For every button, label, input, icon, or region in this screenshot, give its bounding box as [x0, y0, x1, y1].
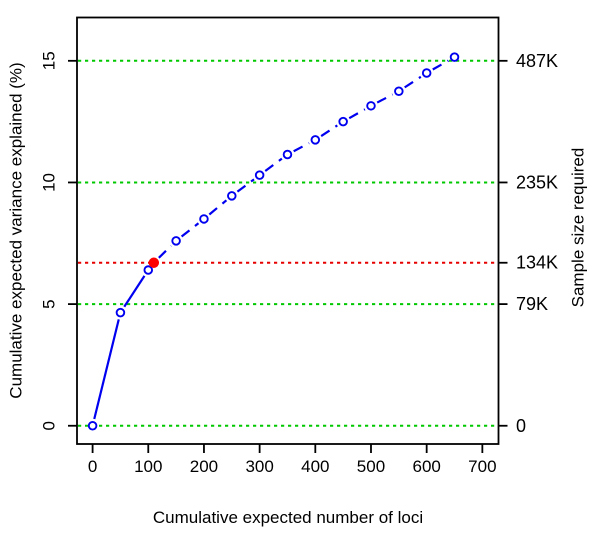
data-point-marker — [87, 421, 98, 431]
data-point-marker — [338, 116, 348, 127]
series-segment-dashed — [348, 108, 366, 120]
y-tick-label-left: 10 — [40, 173, 59, 192]
data-point-marker — [199, 214, 209, 224]
series-segment-dashed — [404, 75, 422, 89]
series-segment-dashed — [158, 244, 172, 259]
x-tick-label: 500 — [357, 457, 385, 476]
series-segment-dashed — [180, 222, 200, 238]
x-tick-label: 400 — [301, 457, 329, 476]
series-segment-solid — [93, 319, 120, 420]
x-tick-label: 200 — [190, 457, 218, 476]
series-segment-dashed — [208, 199, 228, 216]
series-segment-dashed — [264, 157, 283, 172]
series-segment-solid — [123, 275, 146, 308]
x-tick-label: 100 — [134, 457, 162, 476]
y-tick-label-left: 15 — [40, 51, 59, 70]
data-point-marker — [366, 101, 376, 111]
y-tick-label-left: 5 — [40, 299, 59, 308]
right-axis-title: Sample size required — [568, 147, 588, 308]
highlight-point — [148, 257, 160, 268]
data-point-marker — [310, 135, 321, 145]
series-segment-dashed — [293, 142, 310, 153]
y-tick-label-left: 0 — [40, 421, 59, 430]
series-segment-dashed — [376, 93, 394, 104]
left-axis-title: Cumulative expected variance explained (… — [6, 62, 26, 399]
y-tick-label-right: 235K — [516, 172, 558, 192]
series-segment-dashed — [432, 59, 449, 71]
x-axis-title: Cumulative expected number of loci — [152, 508, 424, 527]
plot-border — [76, 16, 500, 445]
data-point-marker — [282, 149, 293, 160]
data-point-marker — [171, 236, 181, 246]
data-point-marker — [115, 307, 126, 318]
data-point-marker — [449, 52, 460, 62]
data-point-marker — [421, 68, 432, 78]
y-tick-label-right: 487K — [516, 51, 558, 71]
x-tick-label: 0 — [88, 457, 97, 476]
x-tick-label: 700 — [468, 457, 496, 476]
series-segment-dashed — [320, 124, 338, 137]
data-point-marker — [227, 191, 237, 201]
y-tick-label-right: 134K — [516, 253, 558, 273]
data-point-marker — [143, 265, 154, 275]
series-segment-dashed — [236, 178, 255, 193]
data-point-marker — [254, 170, 265, 180]
y-tick-label-right: 0 — [516, 416, 526, 436]
data-point-marker — [394, 86, 404, 96]
x-tick-label: 300 — [245, 457, 273, 476]
y-tick-label-right: 79K — [516, 294, 548, 314]
x-tick-label: 600 — [412, 457, 440, 476]
